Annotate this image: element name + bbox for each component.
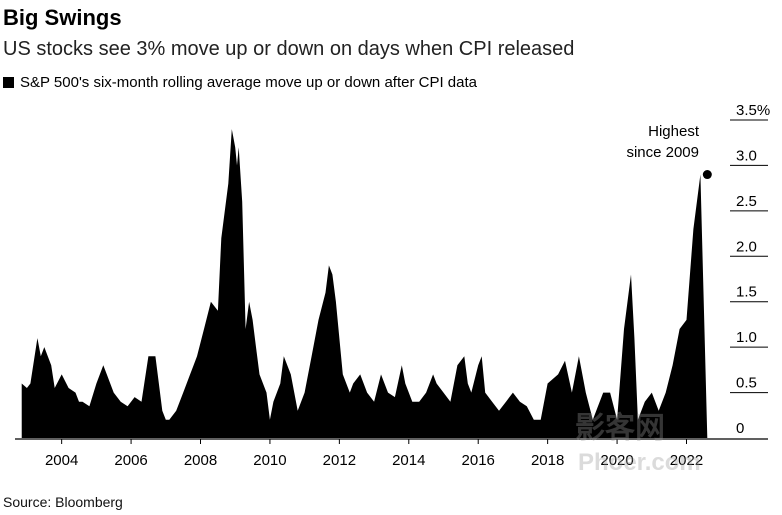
y-tick-label: 0.5 [736, 375, 757, 392]
highlight-point [702, 170, 712, 180]
x-tick-label: 2006 [114, 452, 147, 469]
y-tick-label: 2.0 [736, 238, 757, 255]
x-tick-label: 2020 [600, 452, 633, 469]
y-tick-label: 1.0 [736, 329, 757, 346]
chart-title: Big Swings [3, 5, 122, 30]
x-axis: 2004 2006 2008 2010 2012 2014 2016 2018 2020 2022 [45, 439, 703, 469]
area-series [15, 129, 768, 440]
x-tick-label: 2018 [531, 452, 564, 469]
legend-swatch [3, 77, 14, 88]
x-tick-label: 2016 [462, 452, 495, 469]
watermark-line2: Phoer.com [578, 449, 701, 476]
source-note: Source: Bloomberg [3, 494, 123, 510]
chart-legend: S&P 500's six-month rolling average move… [3, 74, 477, 91]
annotation-group: Highest since 2009 [626, 123, 712, 180]
x-tick-label: 2012 [323, 452, 356, 469]
watermark-line1: 影客网 [575, 411, 665, 445]
y-axis: 0 0.5 1.0 1.5 2.0 2.5 3.0 3.5% [736, 102, 770, 437]
y-tick-label: 3.0 [736, 147, 757, 164]
y-tick-label: 1.5 [736, 284, 757, 301]
watermark-group: 影客网 Phoer.com [575, 411, 701, 476]
grid-lines [730, 119, 768, 394]
annotation-line2: since 2009 [626, 144, 699, 161]
y-tick-label: 0 [736, 420, 744, 437]
y-tick-label: 2.5 [736, 193, 757, 210]
x-tick-label: 2008 [184, 452, 217, 469]
x-tick-label: 2022 [670, 452, 703, 469]
x-tick-label: 2004 [45, 452, 78, 469]
legend-label: S&P 500's six-month rolling average move… [20, 74, 477, 91]
chart-subtitle: US stocks see 3% move up or down on days… [3, 38, 575, 60]
x-tick-label: 2010 [253, 452, 286, 469]
annotation-line1: Highest [648, 123, 700, 140]
x-tick-label: 2014 [392, 452, 425, 469]
y-tick-label: 3.5% [736, 102, 770, 119]
area-fill [21, 129, 715, 438]
